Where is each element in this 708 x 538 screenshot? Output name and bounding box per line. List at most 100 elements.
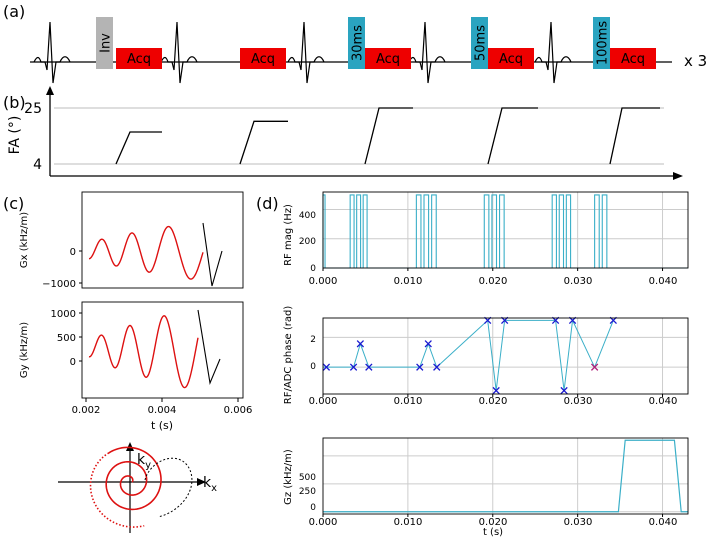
fa-ramp-4 — [487, 107, 538, 165]
ph-xtick-4: 0.040 — [649, 396, 678, 407]
rf-tick-0: 0 — [310, 264, 316, 274]
phase-marker-9 — [492, 386, 500, 395]
fa-ramp-2 — [239, 120, 288, 165]
gz-axis-label: Gz (kHz/m) — [283, 449, 294, 505]
sequence-plots — [322, 191, 689, 517]
panel-label-a: (a) — [3, 2, 25, 21]
rf-xtick-3: 0.030 — [564, 276, 593, 287]
phase-marker-4 — [365, 363, 373, 371]
block-label-acq-9: Acq — [621, 52, 645, 67]
gz-tick-250: 250 — [299, 487, 316, 497]
rf-xtick-2: 0.020 — [479, 276, 508, 287]
ph-xtick-2: 0.020 — [479, 396, 508, 407]
ecg-trigger-1 — [33, 21, 71, 84]
block-label-delay-8: 100ms — [596, 21, 611, 65]
c-xtick-2: 0.004 — [148, 405, 177, 416]
block-label-delay-4: 30ms — [351, 25, 366, 61]
ky-label: ky — [137, 452, 151, 471]
c-xtick-1: 0.002 — [72, 405, 101, 416]
phase-marker-2 — [349, 363, 358, 371]
ky-arrow — [126, 442, 134, 451]
fa-x-arrow — [673, 172, 683, 180]
gz-xtick-1: 0.010 — [394, 517, 423, 528]
fa-tick-25: 25 — [24, 101, 42, 117]
ecg-trigger-3 — [287, 21, 325, 84]
fa-ramp-5 — [609, 107, 660, 165]
phase-marker-6 — [424, 340, 432, 348]
rf-xtick-4: 0.040 — [649, 276, 678, 287]
ph-xtick-3: 0.030 — [564, 396, 593, 407]
phase-axes — [322, 317, 689, 395]
rf-mag-trace — [322, 194, 688, 269]
k-spiral-solid — [105, 446, 162, 511]
fa-ramp-3 — [364, 107, 413, 165]
ecg-trigger-2 — [160, 21, 198, 84]
fa-axis-label: FA (°) — [7, 116, 23, 155]
d-xlabel: t (s) — [483, 527, 503, 538]
block-label-acq-5: Acq — [376, 52, 400, 67]
block-label-acq-7: Acq — [499, 52, 523, 67]
gx-rewinder — [202, 222, 223, 287]
rf-axes — [322, 191, 689, 269]
phase-axis-label: RF/ADC phase (rad) — [283, 306, 294, 405]
gx-axes — [81, 191, 244, 289]
gz-trace — [323, 439, 688, 513]
k-space-diagram: ky kx — [58, 442, 217, 533]
k-rewinder-dotted — [144, 457, 193, 518]
gy-axis-label: Gy (kHz/m) — [19, 322, 30, 378]
gx-tick-m1000: −1000 — [42, 279, 76, 290]
gz-tick-0: 0 — [310, 503, 316, 513]
flip-angle-plot — [46, 86, 683, 180]
ph-xtick-0: 0.000 — [309, 396, 338, 407]
block-acq-3 — [240, 48, 286, 69]
fa-y-arrow — [46, 86, 54, 95]
block-label-acq-3: Acq — [251, 52, 275, 67]
block-label-acq-2: Acq — [127, 52, 151, 67]
block-acq-5 — [365, 48, 411, 69]
panel-label-b: (b) — [3, 93, 26, 112]
rf-tick-400: 400 — [299, 211, 316, 221]
gz-xtick-3: 0.030 — [564, 517, 593, 528]
ph-tick-0: 0 — [310, 362, 316, 372]
phase-trace — [323, 318, 614, 391]
ecg-trigger-5 — [534, 21, 572, 84]
gz-xtick-0: 0.000 — [309, 517, 338, 528]
kx-label: kx — [203, 475, 217, 494]
gz-tick-500: 500 — [299, 473, 316, 483]
ph-xtick-1: 0.010 — [394, 396, 423, 407]
rf-xtick-0: 0.000 — [309, 276, 338, 287]
ecg-trigger-4 — [408, 21, 446, 84]
phase-marker-14 — [590, 363, 599, 371]
fa-tick-4: 4 — [33, 157, 42, 173]
c-xlabel: t (s) — [151, 419, 173, 432]
repeat-label: x 3 — [684, 52, 707, 70]
rf-tick-200: 200 — [299, 237, 316, 247]
block-acq-9 — [610, 48, 656, 69]
block-delay-8 — [593, 17, 610, 69]
block-label-delay-6: 50ms — [474, 25, 489, 61]
block-acq-7 — [488, 48, 534, 69]
rf-axis-label: RF mag (Hz) — [283, 204, 294, 266]
fa-ramp-1 — [115, 131, 162, 165]
panel-label-d: (d) — [256, 194, 279, 213]
block-acq-2 — [116, 48, 162, 69]
rf-xtick-1: 0.010 — [394, 276, 423, 287]
phase-marker-5 — [416, 363, 424, 371]
gx-axis-label: Gx (kHz/m) — [19, 212, 30, 268]
phase-marker-12 — [560, 386, 568, 395]
gy-tick-1000: 1000 — [51, 309, 76, 320]
block-delay-6 — [471, 17, 488, 69]
phase-marker-3 — [356, 340, 365, 348]
k-spiral-dotted — [89, 452, 145, 528]
panel-label-c: (c) — [3, 194, 24, 213]
gy-rewinder — [197, 309, 221, 385]
sequence-timeline: Inv Acq Acq 30ms Acq 50ms Acq 100ms Acq — [30, 17, 672, 84]
c-xtick-3: 0.006 — [224, 405, 253, 416]
ph-tick-2: 2 — [310, 335, 316, 345]
block-label-inv-1: Inv — [99, 33, 114, 53]
gz-xtick-2: 0.020 — [479, 517, 508, 528]
block-inv-1 — [96, 17, 113, 69]
block-delay-4 — [348, 17, 365, 69]
gz-axes — [322, 437, 689, 515]
